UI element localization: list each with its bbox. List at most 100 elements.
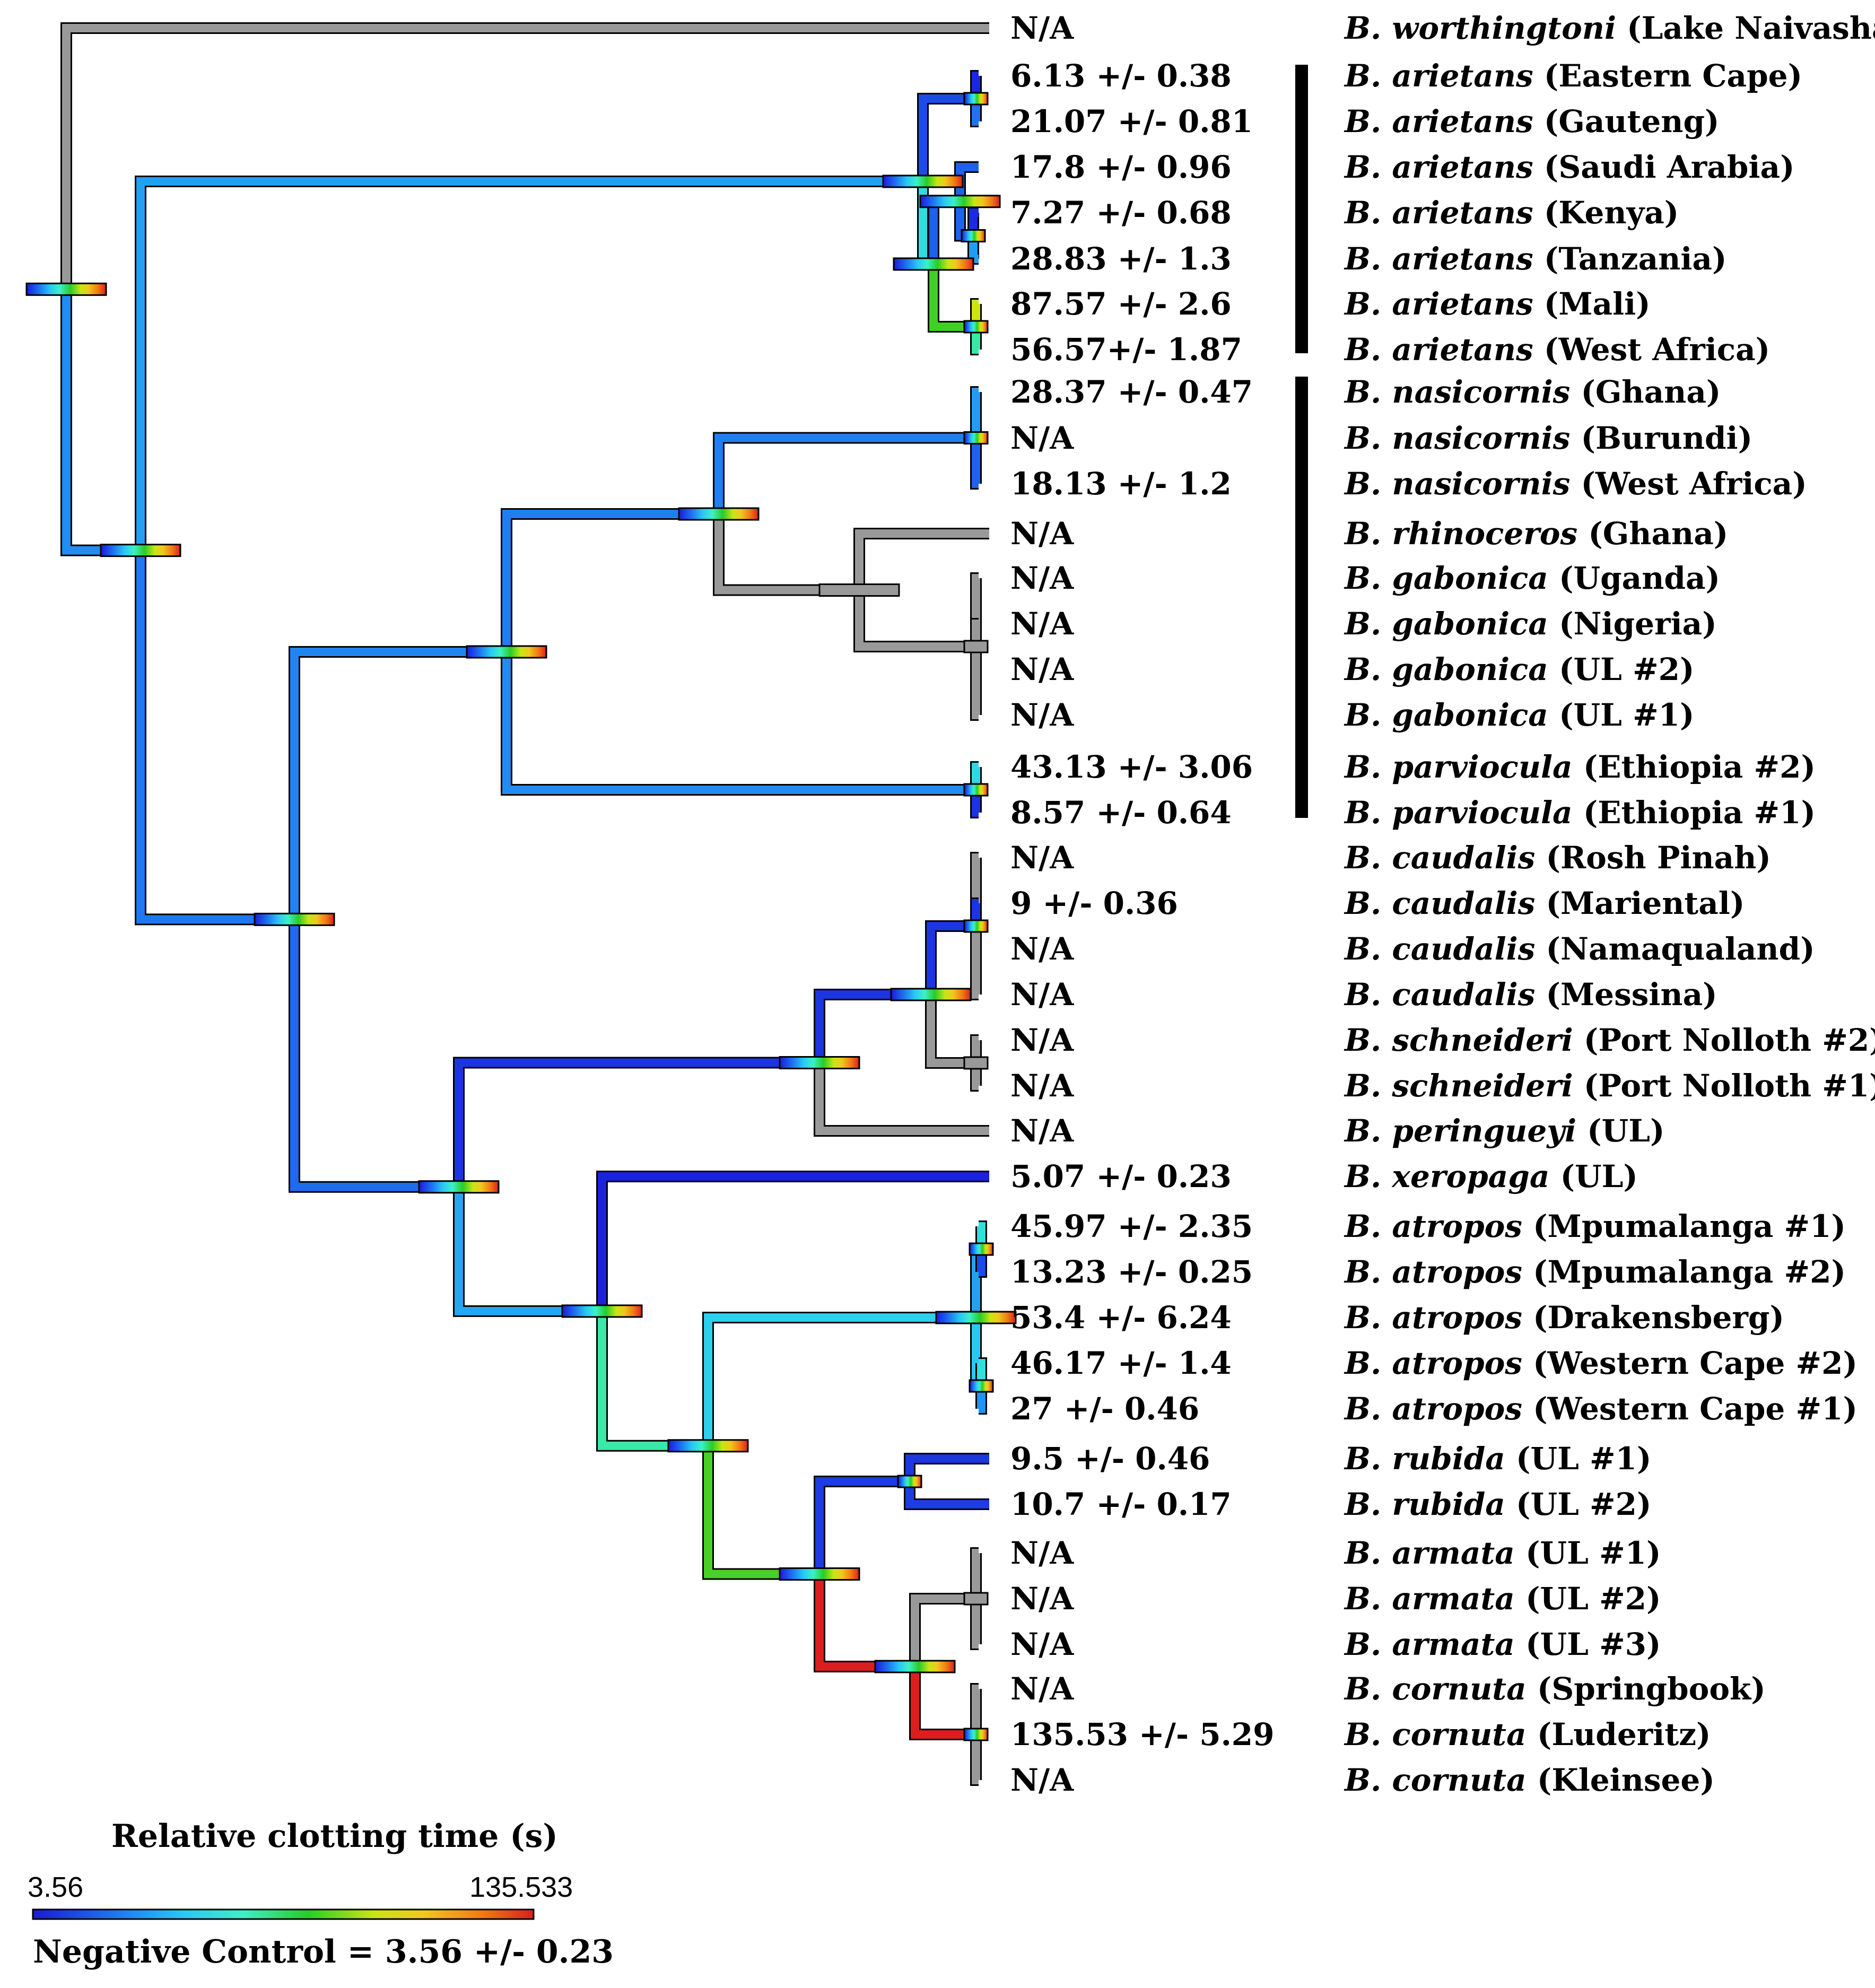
clotting-value-label: 87.57 +/- 2.6 [1010, 286, 1232, 322]
clotting-value-label: N/A [1010, 840, 1074, 876]
node-bar-10 [963, 783, 989, 797]
species-label: B. rubida (UL #1) [1344, 1441, 1651, 1477]
locality: (West Africa) [1570, 466, 1807, 502]
species-label: B. rhinoceros (Ghana) [1344, 516, 1728, 552]
tip-branch-outline [853, 528, 989, 590]
locality: (Ethiopia #2) [1573, 749, 1816, 785]
clotting-value-label: 8.57 +/- 0.64 [1010, 795, 1232, 831]
clotting-value-label: 21.07 +/- 0.81 [1010, 103, 1253, 139]
species-name: B. worthingtoni [1344, 10, 1616, 46]
clotting-value-label: N/A [1010, 560, 1074, 596]
species-name: B. cornuta [1344, 1716, 1527, 1752]
species-label: B. caudalis (Messina) [1344, 976, 1717, 1013]
species-name: B. armata [1344, 1626, 1515, 1662]
clade-bar-arietans [1295, 65, 1308, 353]
node-bar-0 [963, 92, 989, 106]
species-name: B. armata [1344, 1581, 1515, 1617]
locality: (Burundi) [1570, 420, 1752, 456]
tip-branch [972, 438, 980, 488]
species-label: B. nasicornis (Ghana) [1344, 374, 1721, 410]
species-name: B. atropos [1344, 1345, 1522, 1381]
locality: (West Africa) [1533, 332, 1770, 368]
species-label: B. gabonica (UL #1) [1344, 697, 1694, 733]
locality: (Nigeria) [1548, 606, 1717, 642]
locality: (Luderitz) [1527, 1716, 1711, 1752]
species-name: B. peringueyi [1344, 1113, 1576, 1149]
locality: (Lake Naivasha) [1616, 10, 1875, 46]
locality: (Port Nolloth #2) [1573, 1022, 1875, 1058]
locality: (UL #3) [1515, 1626, 1661, 1662]
locality: (Messina) [1535, 976, 1717, 1013]
species-label: B. cornuta (Kleinsee) [1344, 1762, 1715, 1798]
species-name: B. nasicornis [1344, 420, 1570, 456]
internal-branch-outline [453, 1187, 602, 1317]
clotting-value-label: N/A [1010, 1068, 1074, 1104]
species-label: B. arietans (West Africa) [1344, 332, 1770, 368]
clotting-value-label: N/A [1010, 1762, 1074, 1798]
species-label: B. cornuta (Springbook) [1344, 1671, 1766, 1707]
locality: (Springbook) [1527, 1671, 1766, 1707]
internal-branch [502, 510, 719, 652]
species-name: B. cornuta [1344, 1762, 1527, 1798]
internal-branch [704, 1313, 976, 1446]
locality: (Namaqualand) [1535, 931, 1815, 967]
clotting-value-label: 46.17 +/- 1.4 [1010, 1345, 1232, 1381]
internal-branch [919, 94, 976, 181]
tip-branch [972, 1685, 980, 1734]
species-name: B. gabonica [1344, 560, 1548, 596]
node-bar-14 [890, 988, 972, 1001]
tip-branch [815, 1062, 989, 1135]
species-name: B. nasicornis [1344, 466, 1570, 502]
species-label: B. worthingtoni (Lake Naivasha) [1344, 10, 1875, 46]
clotting-value-label: N/A [1010, 1671, 1074, 1707]
tip-branch [972, 300, 980, 327]
locality: (UL #1) [1548, 697, 1695, 733]
tip-branch [972, 99, 980, 126]
species-label: B. arietans (Mali) [1344, 286, 1651, 322]
species-name: B. gabonica [1344, 697, 1548, 733]
color-legend: Relative clotting time (s) 3.56 135.533 … [28, 1818, 614, 1970]
internal-branch-outline [702, 1312, 976, 1446]
node-bar-22 [874, 1660, 956, 1673]
locality: (Ethiopia #1) [1573, 795, 1816, 831]
clotting-value-label: N/A [1010, 931, 1074, 967]
tip-branch-outline [596, 1171, 989, 1311]
locality: (Kenya) [1533, 195, 1679, 231]
internal-branch [855, 590, 976, 651]
internal-branch [455, 1187, 602, 1315]
locality: (Gauteng) [1533, 103, 1720, 139]
clotting-value-label: 45.97 +/- 2.35 [1010, 1208, 1253, 1244]
node-bar-3 [963, 320, 989, 334]
species-label: B. gabonica (UL #2) [1344, 651, 1694, 687]
species-name: B. arietans [1344, 241, 1533, 277]
tip-labels: N/A B. worthingtoni (Lake Naivasha) 6.13 +… [1010, 10, 1875, 1798]
tip-branch-outline [60, 22, 989, 290]
species-name: B. nasicornis [1344, 374, 1570, 410]
internal-branch [455, 1058, 819, 1187]
locality: (Mpumalanga #2) [1522, 1254, 1846, 1290]
species-label: B. armata (UL #2) [1344, 1581, 1661, 1617]
internal-branch-outline [135, 175, 923, 551]
clotting-value-label: N/A [1010, 1626, 1074, 1662]
internal-branch [598, 1311, 708, 1450]
clotting-value-label: N/A [1010, 606, 1074, 642]
clotting-value-label: 18.13 +/- 1.2 [1010, 466, 1232, 502]
species-label: B. gabonica (Uganda) [1344, 560, 1720, 596]
clotting-value-label: 5.07 +/- 0.23 [1010, 1158, 1232, 1194]
species-label: B. armata (UL #3) [1344, 1626, 1661, 1662]
species-name: B. caudalis [1344, 840, 1535, 876]
species-label: B. atropos (Western Cape #1) [1344, 1391, 1857, 1427]
species-label: B. schneideri (Port Nolloth #1) [1344, 1068, 1875, 1104]
node-bar-13 [963, 1056, 989, 1070]
tip-branch [972, 790, 980, 817]
locality: (UL) [1549, 1158, 1637, 1194]
legend-color-bar [32, 1908, 535, 1920]
locality: (Western Cape #1) [1522, 1391, 1857, 1427]
internal-branch [815, 990, 931, 1063]
species-name: B. gabonica [1344, 651, 1548, 687]
internal-branch-outline [928, 264, 976, 333]
species-label: B. atropos (Mpumalanga #2) [1344, 1254, 1846, 1290]
species-name: B. schneideri [1344, 1022, 1573, 1058]
node-bar-27 [254, 912, 335, 926]
species-label: B. arietans (Kenya) [1344, 195, 1679, 231]
